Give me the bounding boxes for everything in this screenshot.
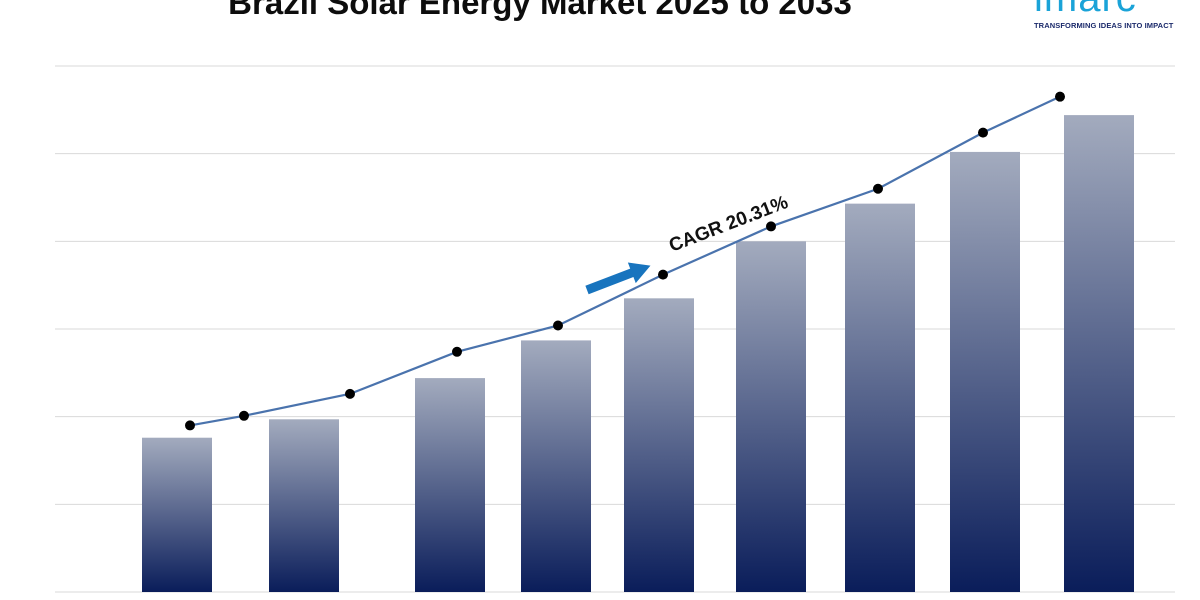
trend-line-path (189, 95, 1061, 427)
bar (269, 419, 339, 592)
bar (142, 437, 212, 592)
bar (1064, 115, 1134, 593)
trend-point (553, 320, 563, 331)
bar (624, 298, 694, 592)
trend-arrow-icon (585, 262, 651, 295)
trend-point (345, 388, 355, 399)
trend-point (873, 183, 883, 194)
trend-line (185, 91, 1065, 431)
trend-point (1055, 91, 1065, 102)
chart-title: Brazil Solar Energy Market 2025 to 2033 (228, 0, 852, 21)
trend-point (239, 410, 249, 421)
bar (845, 203, 915, 593)
trend-point (185, 420, 195, 431)
bars (142, 115, 1134, 593)
logo-tagline: TRANSFORMING IDEAS INTO IMPACT (1034, 21, 1174, 30)
trend-point (452, 346, 462, 357)
bar (521, 340, 591, 592)
imarc-logo: imarc TRANSFORMING IDEAS INTO IMPACT (1028, 0, 1178, 34)
trend-point (978, 127, 988, 138)
bar (415, 378, 485, 592)
trend-point (766, 221, 776, 232)
bar (736, 241, 806, 593)
logo-wordmark: imarc (1034, 0, 1137, 18)
trend-point (658, 269, 668, 280)
bar (950, 151, 1020, 592)
